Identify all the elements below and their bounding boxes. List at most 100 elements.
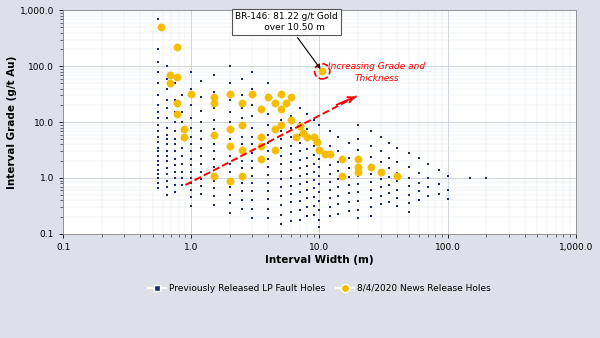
Point — [209, 171, 218, 176]
Point — [153, 69, 163, 74]
Point — [276, 193, 286, 198]
Point — [404, 165, 414, 170]
Point — [153, 59, 163, 65]
Point — [353, 190, 363, 195]
Point — [415, 180, 424, 186]
Point — [263, 94, 273, 100]
Point — [178, 145, 187, 150]
Point — [187, 203, 196, 208]
Point — [153, 47, 163, 52]
Point — [209, 126, 218, 132]
Point — [443, 196, 452, 202]
Point — [225, 91, 235, 97]
Point — [225, 143, 235, 148]
Point — [225, 64, 235, 69]
Point — [295, 132, 304, 137]
Point — [263, 80, 273, 86]
Point — [170, 97, 180, 103]
Point — [376, 201, 385, 207]
Point — [276, 128, 286, 134]
Point — [302, 146, 312, 152]
Point — [286, 218, 296, 224]
Point — [317, 69, 327, 74]
Point — [385, 174, 394, 179]
Point — [295, 105, 304, 111]
Point — [286, 183, 296, 189]
Point — [163, 142, 172, 147]
Point — [286, 160, 296, 165]
Point — [248, 125, 257, 130]
Point — [248, 189, 257, 194]
Point — [270, 126, 280, 132]
Point — [263, 156, 273, 162]
Point — [434, 181, 443, 187]
Point — [286, 117, 296, 123]
Point — [163, 97, 172, 103]
Point — [295, 217, 304, 222]
Point — [170, 142, 180, 147]
Point — [197, 169, 206, 174]
Point — [309, 186, 319, 191]
Point — [156, 25, 166, 30]
Point — [314, 190, 324, 195]
Point — [170, 80, 180, 86]
Point — [248, 181, 257, 186]
Point — [276, 117, 286, 123]
Point — [295, 165, 304, 171]
Point — [392, 170, 401, 175]
Point — [209, 105, 218, 111]
Point — [353, 156, 363, 162]
Point — [325, 128, 334, 134]
Point — [314, 148, 324, 153]
Point — [309, 169, 319, 174]
Point — [256, 106, 266, 112]
Point — [263, 189, 273, 194]
Point — [225, 128, 235, 134]
Point — [314, 207, 324, 213]
Point — [178, 153, 187, 159]
Point — [353, 156, 363, 162]
Point — [263, 196, 273, 202]
Point — [302, 137, 312, 143]
Point — [263, 132, 273, 137]
Point — [385, 141, 394, 146]
Point — [353, 173, 363, 178]
Point — [334, 134, 343, 139]
Point — [286, 167, 296, 172]
Point — [238, 142, 247, 147]
Point — [415, 189, 424, 194]
Point — [309, 212, 319, 217]
Point — [423, 185, 433, 190]
Point — [385, 182, 394, 188]
Point — [225, 110, 235, 115]
Point — [263, 111, 273, 117]
Point — [344, 174, 354, 179]
Point — [197, 78, 206, 83]
Point — [170, 182, 180, 188]
Point — [314, 198, 324, 203]
Point — [392, 173, 401, 178]
Point — [392, 204, 401, 209]
Point — [197, 183, 206, 189]
Point — [270, 147, 280, 152]
Point — [325, 163, 334, 168]
Point — [187, 69, 196, 74]
Point — [302, 163, 312, 169]
Point — [187, 86, 196, 91]
Point — [153, 145, 163, 150]
Point — [209, 178, 218, 183]
Point — [286, 113, 296, 119]
Point — [225, 153, 235, 159]
Point — [153, 122, 163, 127]
Point — [238, 134, 247, 139]
Point — [238, 189, 247, 194]
Point — [404, 175, 414, 181]
Point — [163, 86, 172, 91]
Point — [344, 155, 354, 161]
Point — [286, 199, 296, 205]
Point — [376, 160, 385, 165]
Point — [404, 209, 414, 214]
Point — [334, 211, 343, 216]
Point — [173, 74, 182, 79]
Point — [353, 198, 363, 203]
